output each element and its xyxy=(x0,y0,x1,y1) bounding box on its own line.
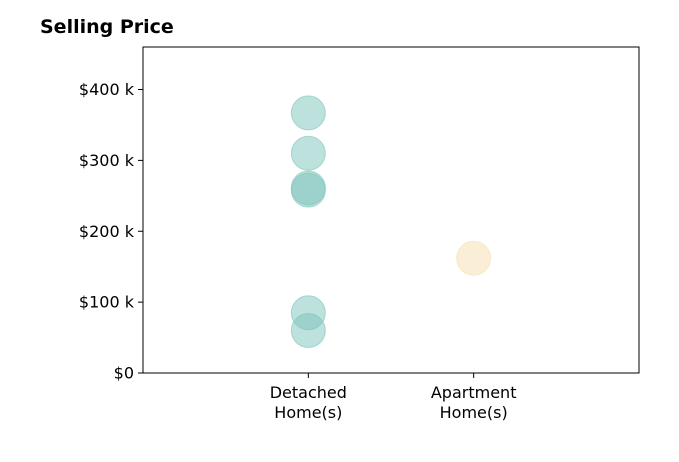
x-tick-label-line: Home(s) xyxy=(274,403,342,422)
data-point xyxy=(290,312,326,348)
x-axis: Detached Home(s)Apartment Home(s) xyxy=(270,373,517,422)
y-tick-label: $300 k xyxy=(79,151,135,170)
y-tick-label: $0 xyxy=(114,364,134,383)
data-points xyxy=(290,95,492,348)
x-tick-label: Apartment Home(s) xyxy=(431,383,517,422)
plot-frame xyxy=(142,46,640,374)
chart-title: Selling Price xyxy=(40,16,174,38)
data-point xyxy=(290,135,326,171)
x-tick-label-line: Home(s) xyxy=(440,403,508,422)
y-tick-label: $100 k xyxy=(79,293,135,312)
x-tick-label-line: Detached xyxy=(270,383,347,402)
data-point xyxy=(290,172,326,208)
x-tick-label-line: Apartment xyxy=(431,383,517,402)
data-point xyxy=(290,95,326,131)
y-tick-label: $200 k xyxy=(79,222,135,241)
y-axis: $0 $100 k $200 k $300 k $400 k xyxy=(79,80,143,383)
data-point xyxy=(456,240,492,276)
y-tick-label: $400 k xyxy=(79,80,135,99)
x-tick-label: Detached Home(s) xyxy=(270,383,347,422)
